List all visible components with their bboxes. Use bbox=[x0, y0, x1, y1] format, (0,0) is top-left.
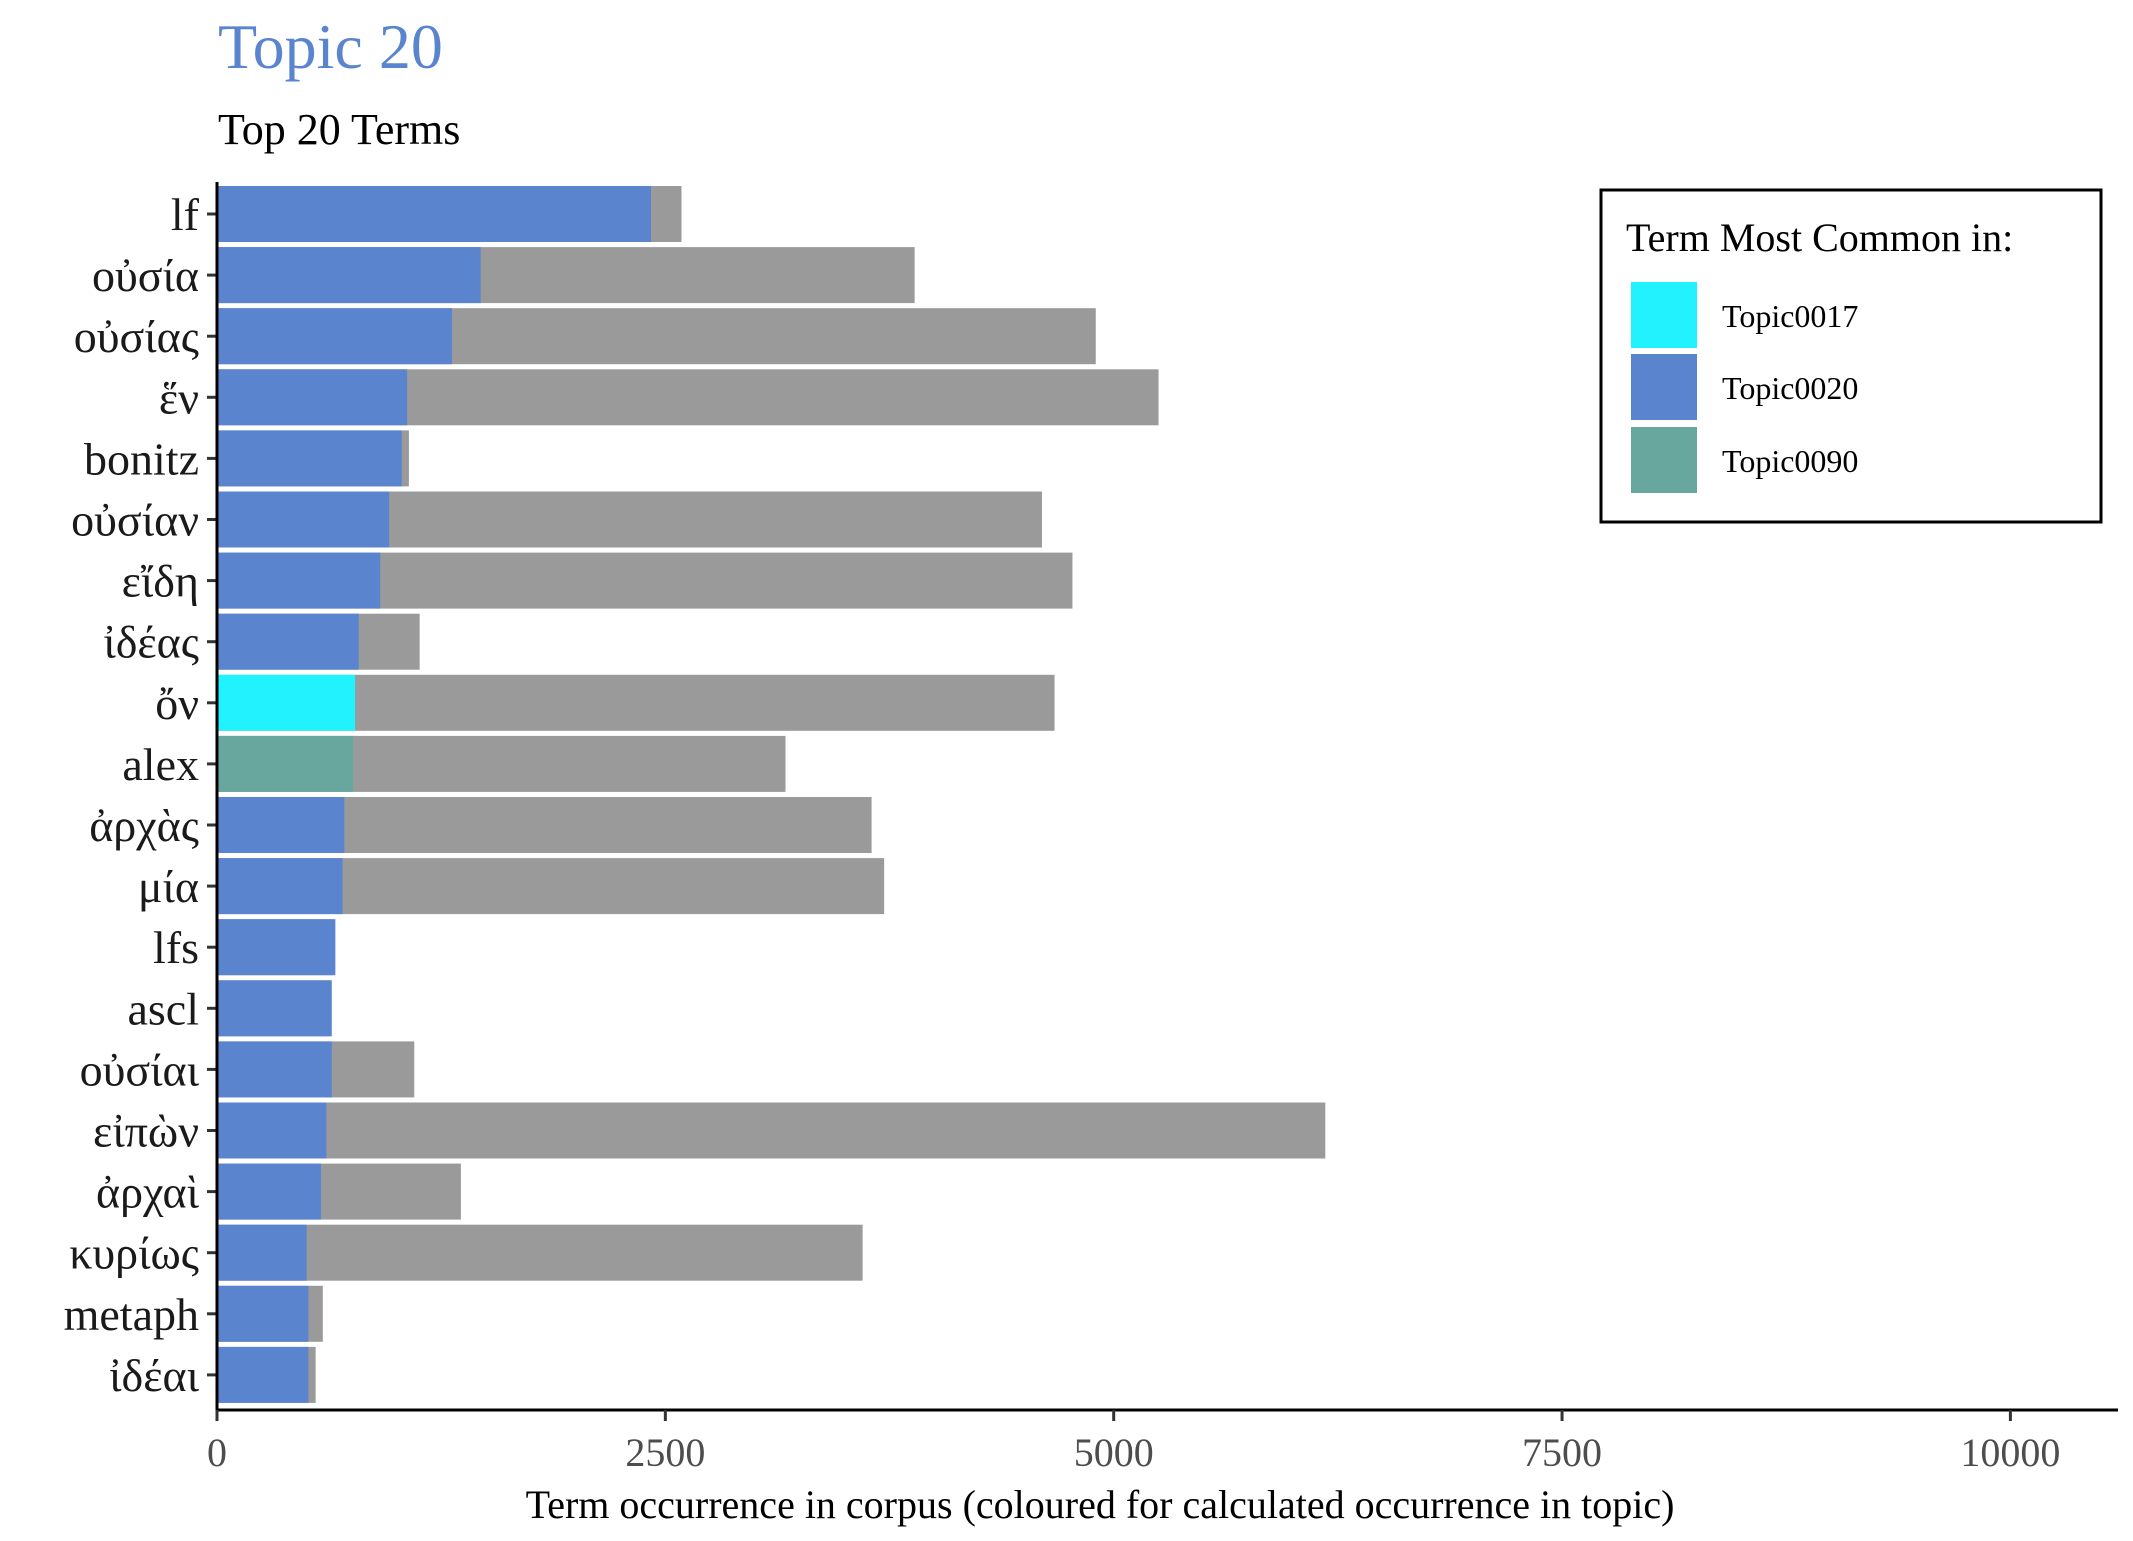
topic-bar-row-9 bbox=[217, 674, 356, 731]
x-tick-label-4: 10000 bbox=[1960, 1430, 2060, 1475]
x-tick-label-2: 5000 bbox=[1074, 1430, 1154, 1475]
topic-bar-row-19 bbox=[217, 1285, 309, 1342]
category-label-row-14: ascl bbox=[127, 983, 199, 1034]
corpus-bar-row-9 bbox=[217, 674, 1055, 731]
category-label-row-3: οὐσίας bbox=[74, 311, 199, 362]
legend-swatch-topic0090 bbox=[1631, 427, 1697, 493]
topic-bar-row-2 bbox=[217, 247, 481, 304]
x-axis-title: Term occurrence in corpus (coloured for … bbox=[526, 1482, 1675, 1527]
topic-bar-row-12 bbox=[217, 858, 343, 915]
topic-bar-row-13 bbox=[217, 919, 336, 976]
x-tick-label-1: 2500 bbox=[625, 1430, 705, 1475]
topic-bar-row-20 bbox=[217, 1346, 309, 1403]
topic-bar-row-8 bbox=[217, 613, 359, 670]
topic-bar-row-6 bbox=[217, 491, 390, 548]
legend-label-topic0017: Topic0017 bbox=[1722, 298, 1858, 334]
category-label-row-18: κυρίως bbox=[69, 1228, 199, 1279]
category-label-row-15: οὐσίαι bbox=[80, 1044, 200, 1095]
category-label-row-10: alex bbox=[122, 739, 199, 790]
corpus-bar-row-16 bbox=[217, 1102, 1326, 1159]
topic-bar-row-10 bbox=[217, 735, 354, 792]
legend-label-topic0020: Topic0020 bbox=[1722, 370, 1858, 406]
category-label-row-6: οὐσίαν bbox=[71, 495, 199, 546]
legend-label-topic0090: Topic0090 bbox=[1722, 443, 1858, 479]
topic-bar-row-14 bbox=[217, 980, 332, 1037]
x-tick-label-3: 7500 bbox=[1522, 1430, 1602, 1475]
topic-bar-row-4 bbox=[217, 369, 408, 426]
topic-bar-row-16 bbox=[217, 1102, 327, 1159]
category-label-row-17: ἀρχαὶ bbox=[96, 1167, 200, 1218]
category-labels-group: lf οὐσία οὐσίας ἕν bonitz οὐσίαν εἴδη ἰδέας ὄν al… bbox=[64, 189, 217, 1401]
x-ticks-group: 0 2500 5000 7500 10000 bbox=[207, 1410, 2060, 1475]
category-label-row-8: ἰδέας bbox=[103, 617, 199, 668]
category-label-row-4: ἕν bbox=[159, 372, 199, 423]
topic-bar-row-1 bbox=[217, 186, 652, 242]
legend-title: Term Most Common in: bbox=[1626, 215, 2013, 260]
category-label-row-12: μία bbox=[138, 861, 199, 912]
category-label-row-9: ὄν bbox=[155, 678, 199, 729]
legend: Term Most Common in: Topic0017 Topic0020… bbox=[1599, 188, 2103, 524]
chart-subtitle: Top 20 Terms bbox=[218, 105, 460, 154]
topic-bar-row-18 bbox=[217, 1224, 307, 1281]
topic-bar-row-5 bbox=[217, 430, 402, 487]
legend-swatch-topic0020 bbox=[1631, 354, 1697, 420]
category-label-row-16: εἰπὼν bbox=[93, 1106, 199, 1157]
category-label-row-19: metaph bbox=[64, 1289, 199, 1340]
corpus-bar-row-18 bbox=[217, 1224, 863, 1281]
topic-bar-row-11 bbox=[217, 797, 345, 853]
category-label-row-20: ἰδέαι bbox=[109, 1350, 199, 1401]
chart-title: Topic 20 bbox=[218, 11, 443, 82]
category-label-row-13: lfs bbox=[153, 922, 199, 973]
topic-bar-row-17 bbox=[217, 1163, 322, 1220]
category-label-row-11: ἀρχὰς bbox=[89, 800, 199, 851]
bars-group bbox=[217, 186, 1326, 1403]
topic-bar-row-15 bbox=[217, 1041, 332, 1098]
category-label-row-2: οὐσία bbox=[92, 250, 199, 301]
topic-bar-row-3 bbox=[217, 308, 452, 365]
legend-swatch-topic0017 bbox=[1631, 282, 1697, 348]
category-label-row-1: lf bbox=[171, 189, 200, 240]
category-label-row-7: εἴδη bbox=[122, 556, 199, 607]
topic-bar-row-7 bbox=[217, 552, 381, 609]
x-tick-label-0: 0 bbox=[207, 1430, 227, 1475]
category-label-row-5: bonitz bbox=[84, 433, 199, 484]
